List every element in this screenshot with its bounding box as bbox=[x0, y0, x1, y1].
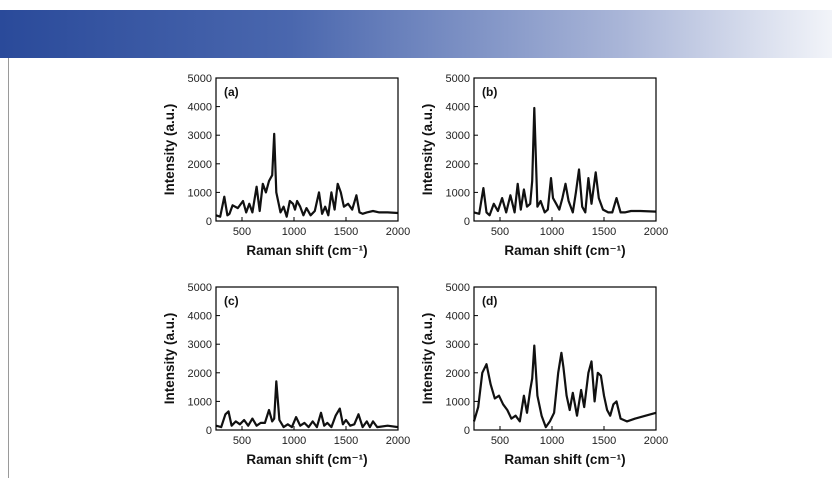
plot-frame-d bbox=[473, 286, 657, 431]
x-tick-label-c: 500 bbox=[233, 435, 251, 447]
y-axis-label-d: Intensity (a.u.) bbox=[420, 313, 435, 405]
x-tick-label-b: 2000 bbox=[644, 226, 668, 238]
header-banner bbox=[0, 10, 832, 58]
panel-label-d: (d) bbox=[482, 294, 497, 308]
y-tick-label-b: 4000 bbox=[446, 102, 470, 114]
x-axis-label-d: Raman shift (cm⁻¹) bbox=[504, 452, 625, 467]
plot-frame-b bbox=[473, 77, 657, 222]
y-tick-label-b: 5000 bbox=[446, 73, 470, 85]
y-tick-label-c: 0 bbox=[206, 425, 212, 437]
x-tick-label-a: 1500 bbox=[334, 226, 358, 238]
left-margin-rule bbox=[8, 58, 9, 478]
y-tick-label-b: 3000 bbox=[446, 130, 470, 142]
x-tick-label-a: 2000 bbox=[386, 226, 410, 238]
spectrum-line-b bbox=[473, 106, 657, 217]
y-tick-label-c: 2000 bbox=[188, 368, 212, 380]
plot-frame-a bbox=[215, 77, 399, 222]
y-tick-label-d: 2000 bbox=[446, 368, 470, 380]
y-tick-label-d: 4000 bbox=[446, 311, 470, 323]
x-tick-label-c: 1000 bbox=[282, 435, 306, 447]
y-tick-label-d: 3000 bbox=[446, 339, 470, 351]
spectrum-line-d bbox=[472, 344, 657, 429]
y-tick-label-d: 1000 bbox=[446, 396, 470, 408]
panel-d: 0 1000 2000 3000 4000 5000 500 1000 1500 2000 (d) R… bbox=[420, 282, 668, 467]
x-axis-label-a: Raman shift (cm⁻¹) bbox=[246, 243, 367, 258]
y-axis-label-a: Intensity (a.u.) bbox=[162, 104, 177, 196]
panel-label-c: (c) bbox=[224, 294, 239, 308]
y-tick-label-a: 2000 bbox=[188, 159, 212, 171]
y-tick-label-a: 4000 bbox=[188, 102, 212, 114]
panel-label-a: (a) bbox=[224, 85, 239, 99]
x-tick-label-b: 1500 bbox=[592, 226, 616, 238]
x-tick-label-d: 1500 bbox=[592, 435, 616, 447]
y-tick-label-d: 5000 bbox=[446, 282, 470, 294]
panel-a: 0 1000 2000 3000 4000 5000 500 1000 1500 2000 (a) R… bbox=[162, 73, 410, 258]
y-tick-label-c: 3000 bbox=[188, 339, 212, 351]
x-axis-label-c: Raman shift (cm⁻¹) bbox=[246, 452, 367, 467]
y-axis-label-b: Intensity (a.u.) bbox=[420, 104, 435, 196]
y-tick-label-a: 1000 bbox=[188, 187, 212, 199]
plot-frame-c bbox=[215, 286, 399, 431]
x-axis-label-b: Raman shift (cm⁻¹) bbox=[504, 243, 625, 258]
y-tick-label-c: 1000 bbox=[188, 396, 212, 408]
spectrum-line-a bbox=[215, 132, 399, 218]
x-tick-label-b: 500 bbox=[491, 226, 509, 238]
panel-c: 0 1000 2000 3000 4000 5000 500 1000 1500 2000 (c) R… bbox=[162, 282, 410, 467]
x-tick-label-a: 500 bbox=[233, 226, 251, 238]
y-tick-label-b: 0 bbox=[464, 216, 470, 228]
x-tick-label-d: 2000 bbox=[644, 435, 668, 447]
panel-label-b: (b) bbox=[482, 85, 497, 99]
y-tick-label-a: 0 bbox=[206, 216, 212, 228]
y-tick-label-b: 1000 bbox=[446, 187, 470, 199]
y-tick-label-d: 0 bbox=[464, 425, 470, 437]
x-tick-label-b: 1000 bbox=[540, 226, 564, 238]
x-tick-label-d: 1000 bbox=[540, 435, 564, 447]
y-tick-label-b: 2000 bbox=[446, 159, 470, 171]
x-tick-label-d: 500 bbox=[491, 435, 509, 447]
y-axis-label-c: Intensity (a.u.) bbox=[162, 313, 177, 405]
x-tick-label-a: 1000 bbox=[282, 226, 306, 238]
x-tick-label-c: 1500 bbox=[334, 435, 358, 447]
y-tick-label-c: 5000 bbox=[188, 282, 212, 294]
x-tick-label-c: 2000 bbox=[386, 435, 410, 447]
spectrum-line-c bbox=[215, 380, 399, 429]
panel-b: 0 1000 2000 3000 4000 5000 500 1000 1500 2000 (b) R… bbox=[420, 73, 668, 258]
y-tick-label-a: 5000 bbox=[188, 73, 212, 85]
y-tick-label-a: 3000 bbox=[188, 130, 212, 142]
y-tick-label-c: 4000 bbox=[188, 311, 212, 323]
